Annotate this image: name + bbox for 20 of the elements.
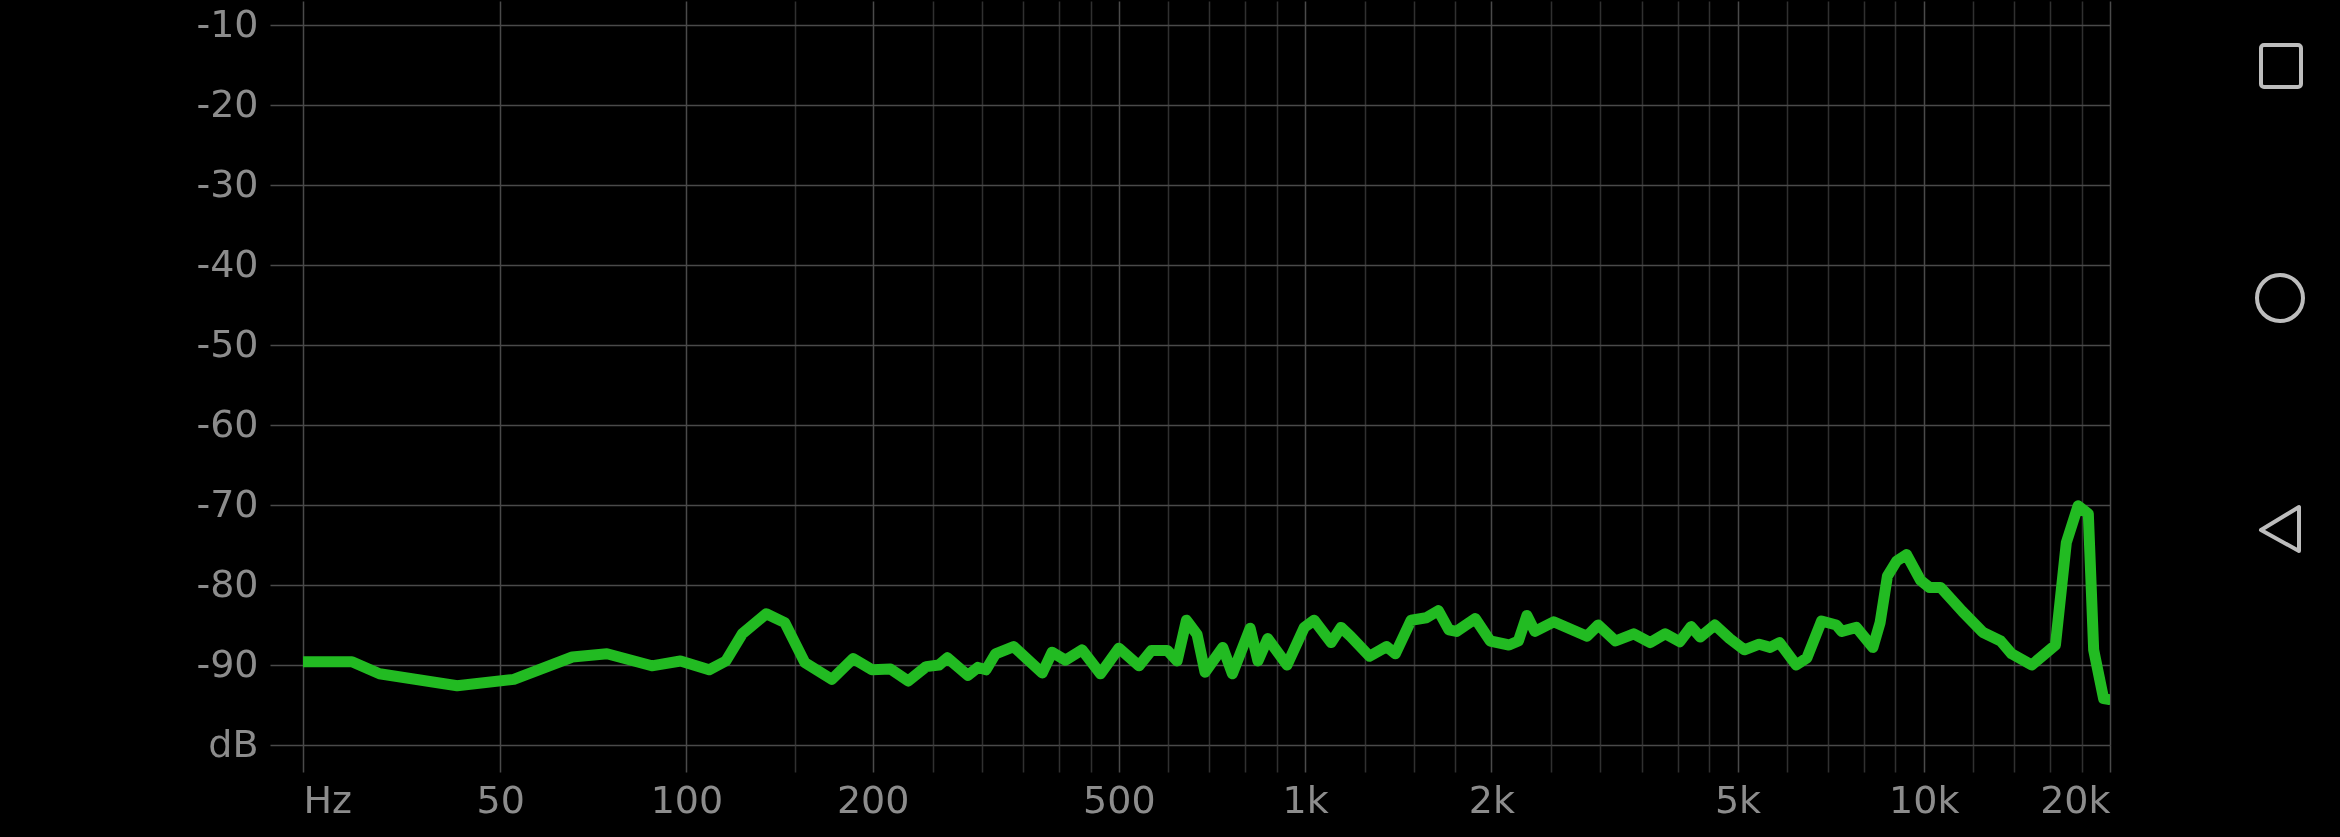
x-tick-label: Hz xyxy=(303,777,353,822)
y-tick-label: -60 xyxy=(196,401,259,446)
x-tick-label: 50 xyxy=(476,777,525,822)
x-tick-label: 10k xyxy=(1889,777,1960,822)
x-tick-label: 2k xyxy=(1468,777,1515,822)
x-tick-label: 500 xyxy=(1083,777,1156,822)
x-tick-label: 20k xyxy=(2040,777,2111,822)
y-tick-label: -10 xyxy=(196,1,259,46)
x-tick-label: 1k xyxy=(1282,777,1329,822)
y-tick-label: -90 xyxy=(196,641,259,686)
y-tick-label: -20 xyxy=(196,81,259,126)
y-tick-label: -40 xyxy=(196,241,259,286)
x-tick-label: 5k xyxy=(1714,777,1762,822)
y-tick-label: -30 xyxy=(196,161,259,206)
x-tick-label: 200 xyxy=(836,777,910,822)
x-tick-label: 100 xyxy=(650,777,724,822)
y-tick-label: -70 xyxy=(196,481,259,526)
y-tick-label: -80 xyxy=(196,561,259,606)
y-tick-label: -50 xyxy=(196,321,259,366)
y-tick-label: dB xyxy=(208,721,259,766)
